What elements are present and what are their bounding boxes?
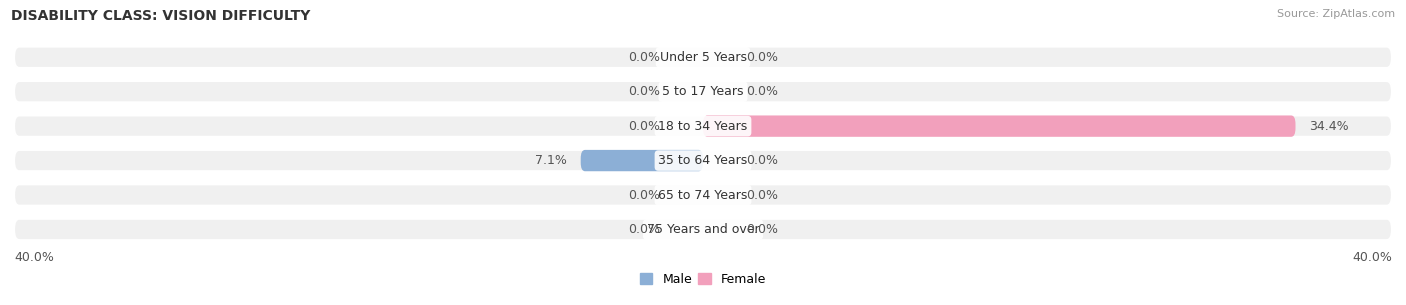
- Text: 0.0%: 0.0%: [628, 51, 659, 64]
- Text: 5 to 17 Years: 5 to 17 Years: [662, 85, 744, 98]
- FancyBboxPatch shape: [14, 81, 1392, 102]
- Text: 0.0%: 0.0%: [747, 188, 778, 202]
- FancyBboxPatch shape: [14, 184, 1392, 206]
- Text: 65 to 74 Years: 65 to 74 Years: [658, 188, 748, 202]
- Text: 0.0%: 0.0%: [747, 154, 778, 167]
- FancyBboxPatch shape: [14, 219, 1392, 240]
- Text: 75 Years and over: 75 Years and over: [647, 223, 759, 236]
- Text: 40.0%: 40.0%: [14, 251, 53, 264]
- FancyBboxPatch shape: [14, 150, 1392, 171]
- Text: 0.0%: 0.0%: [628, 223, 659, 236]
- Text: 18 to 34 Years: 18 to 34 Years: [658, 120, 748, 133]
- Text: 0.0%: 0.0%: [628, 188, 659, 202]
- Text: 0.0%: 0.0%: [628, 85, 659, 98]
- Legend: Male, Female: Male, Female: [636, 268, 770, 291]
- FancyBboxPatch shape: [703, 116, 1295, 137]
- FancyBboxPatch shape: [14, 47, 1392, 68]
- Text: DISABILITY CLASS: VISION DIFFICULTY: DISABILITY CLASS: VISION DIFFICULTY: [11, 9, 311, 23]
- Text: Source: ZipAtlas.com: Source: ZipAtlas.com: [1277, 9, 1395, 19]
- FancyBboxPatch shape: [581, 150, 703, 171]
- Text: 0.0%: 0.0%: [628, 120, 659, 133]
- Text: 35 to 64 Years: 35 to 64 Years: [658, 154, 748, 167]
- Text: Under 5 Years: Under 5 Years: [659, 51, 747, 64]
- Text: 0.0%: 0.0%: [747, 51, 778, 64]
- Text: 0.0%: 0.0%: [747, 223, 778, 236]
- Text: 40.0%: 40.0%: [1353, 251, 1392, 264]
- FancyBboxPatch shape: [14, 116, 1392, 137]
- Text: 34.4%: 34.4%: [1309, 120, 1348, 133]
- Text: 0.0%: 0.0%: [747, 85, 778, 98]
- Text: 7.1%: 7.1%: [536, 154, 567, 167]
